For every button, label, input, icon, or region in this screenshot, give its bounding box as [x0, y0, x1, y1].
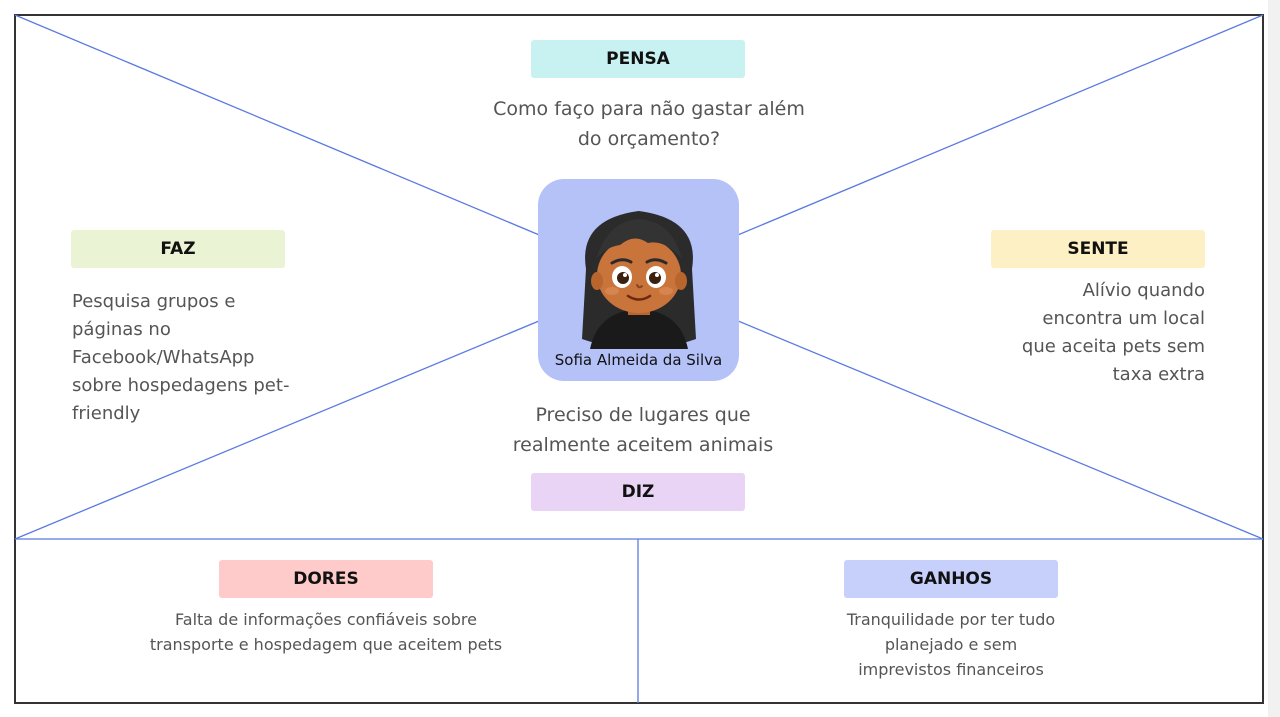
pensa-text: Como faço para não gastar além do orçame…	[448, 94, 850, 154]
dores-label: DORES	[219, 560, 433, 598]
faz-line: friendly	[72, 403, 141, 424]
sente-line: encontra um local	[1042, 308, 1205, 329]
faz-line: páginas no	[72, 319, 171, 340]
sente-line: que aceita pets sem	[1021, 336, 1205, 357]
sente-line: Alívio quando	[1082, 280, 1205, 301]
ganhos-line: planejado e sem	[884, 635, 1018, 654]
diz-label: DIZ	[531, 473, 745, 511]
persona-card: Sofia Almeida da Silva	[538, 179, 739, 381]
sente-text: Alívio quando encontra um local que acei…	[960, 277, 1205, 389]
sente-line: taxa extra	[1112, 364, 1205, 385]
faz-label: FAZ	[71, 230, 285, 268]
dores-text: Falta de informações confiáveis sobre tr…	[100, 607, 552, 657]
diz-line: realmente aceitem animais	[512, 434, 774, 456]
vertical-scrollbar[interactable]	[1268, 0, 1280, 717]
diz-text: Preciso de lugares que realmente aceitem…	[448, 400, 838, 460]
pensa-label: PENSA	[531, 40, 745, 78]
dores-line: transporte e hospedagem que aceitem pets	[149, 635, 503, 654]
sente-label: SENTE	[991, 230, 1205, 268]
pensa-line: do orçamento?	[577, 128, 721, 150]
girl-avatar-icon	[582, 211, 696, 349]
faz-line: Facebook/WhatsApp	[72, 347, 255, 368]
ganhos-label: GANHOS	[844, 560, 1058, 598]
ganhos-line: Tranquilidade por ter tudo	[846, 610, 1056, 629]
pensa-line: Como faço para não gastar além	[493, 98, 805, 120]
ganhos-line: imprevistos financeiros	[858, 660, 1044, 679]
faz-line: sobre hospedagens pet-	[72, 375, 290, 396]
faz-line: Pesquisa grupos e	[72, 291, 236, 312]
ganhos-text: Tranquilidade por ter tudo planejado e s…	[800, 607, 1102, 682]
persona-name: Sofia Almeida da Silva	[554, 351, 723, 369]
faz-text: Pesquisa grupos e páginas no Facebook/Wh…	[72, 288, 332, 428]
diz-line: Preciso de lugares que	[535, 404, 751, 426]
dores-line: Falta de informações confiáveis sobre	[175, 610, 477, 629]
